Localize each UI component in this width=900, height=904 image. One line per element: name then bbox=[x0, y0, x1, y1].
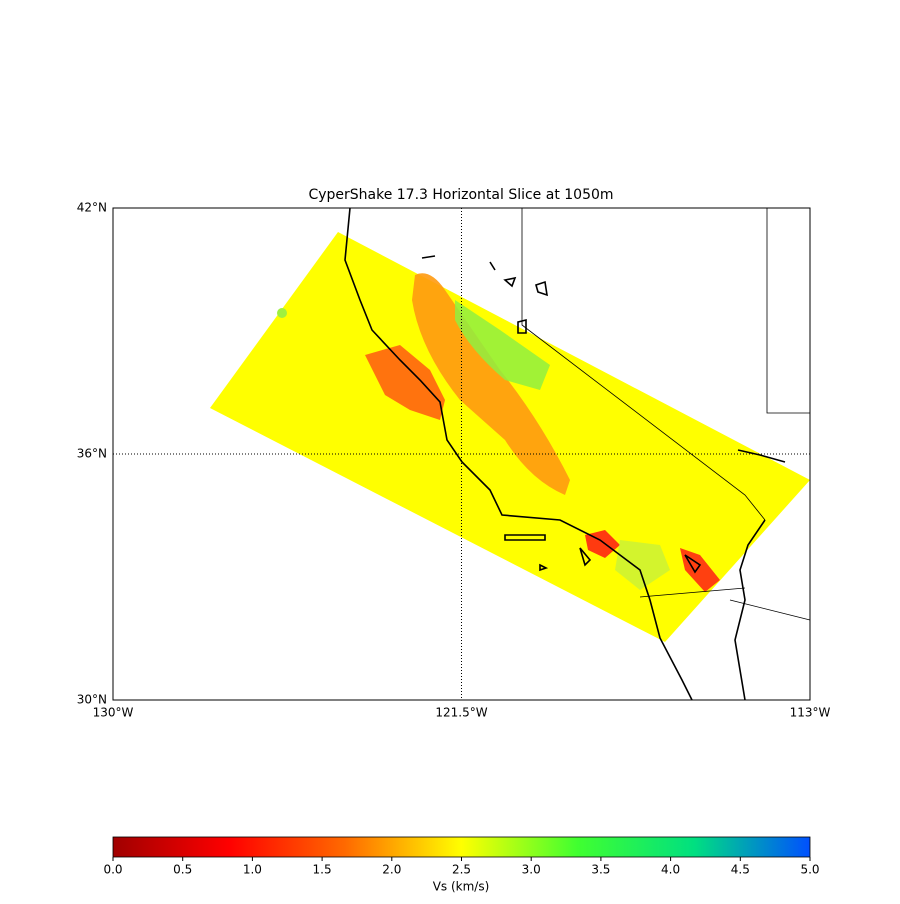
colorbar-tick-label: 4.0 bbox=[661, 863, 680, 877]
x-tick-label: 113°W bbox=[790, 706, 831, 720]
coastlines bbox=[344, 207, 811, 701]
gulf-coast bbox=[734, 449, 786, 701]
colorbar-tick-label: 5.0 bbox=[800, 863, 819, 877]
bay-area bbox=[365, 345, 445, 420]
colorbar-tick-label: 2.5 bbox=[452, 863, 471, 877]
y-tick-label: 42°N bbox=[77, 201, 107, 215]
y-tick-label: 30°N bbox=[77, 693, 107, 707]
colorbar-tick-label: 3.0 bbox=[522, 863, 541, 877]
colorbar-tick-label: 1.5 bbox=[313, 863, 332, 877]
x-tick-label: 121.5°W bbox=[435, 706, 487, 720]
colorbar-tick-label: 4.5 bbox=[731, 863, 750, 877]
y-tick-label: 36°N bbox=[77, 447, 107, 461]
velocity-field bbox=[210, 232, 810, 642]
lakes bbox=[421, 255, 548, 334]
colorbar-tick-label: 0.0 bbox=[103, 863, 122, 877]
sierra bbox=[455, 300, 550, 390]
state-borders bbox=[521, 208, 811, 621]
patch bbox=[277, 308, 287, 318]
colorbar-tick-label: 1.0 bbox=[243, 863, 262, 877]
basin bbox=[412, 273, 570, 495]
ranges bbox=[615, 540, 670, 590]
islands bbox=[504, 534, 702, 574]
coastline bbox=[344, 207, 693, 701]
chart-title: CyperShake 17.3 Horizontal Slice at 1050… bbox=[308, 187, 613, 203]
colorbar-tick-label: 0.5 bbox=[173, 863, 192, 877]
x-tick-label: 130°W bbox=[93, 706, 134, 720]
colorbar-tick-label: 3.5 bbox=[591, 863, 610, 877]
colorbar-label: Vs (km/s) bbox=[433, 880, 490, 894]
colorbar bbox=[112, 836, 811, 858]
colorbar-tick-label: 2.0 bbox=[382, 863, 401, 877]
